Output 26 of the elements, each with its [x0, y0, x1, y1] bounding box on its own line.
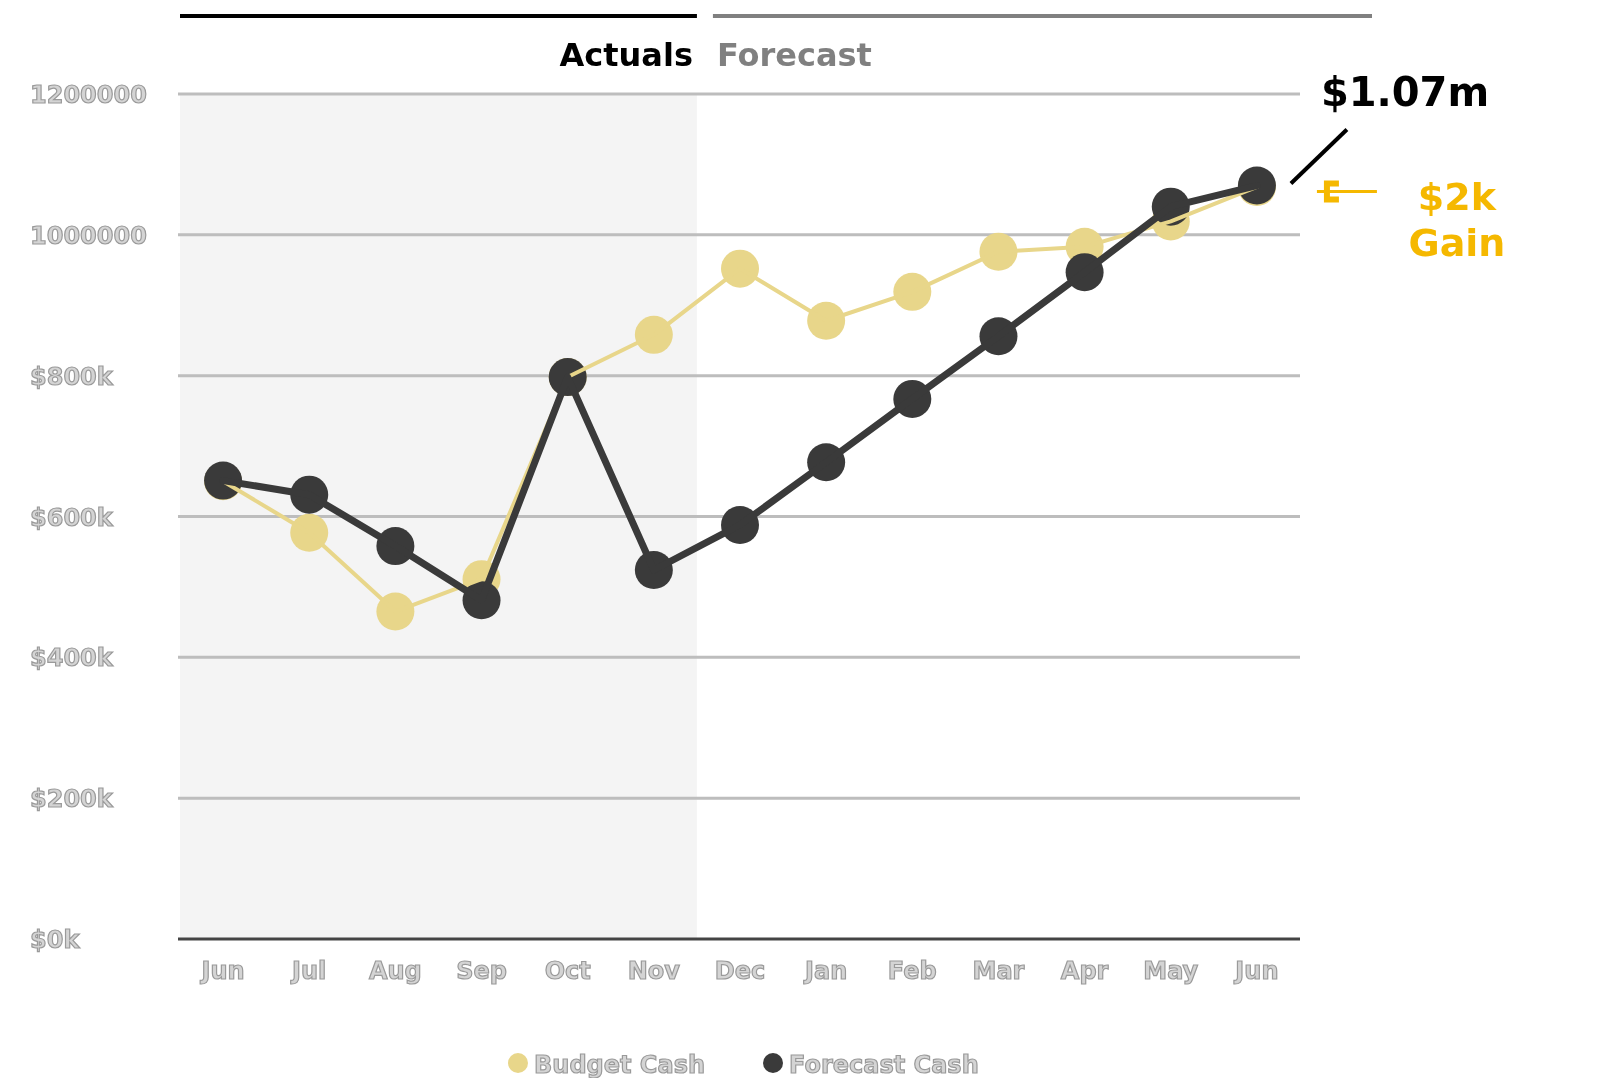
- y-tick-label: $600k: [30, 503, 114, 532]
- x-tick-label: Mar: [972, 957, 1025, 985]
- text: $1.07m: [1320, 68, 1490, 115]
- x-tick-label: Jul: [290, 957, 327, 985]
- y-tick-label: $0k: [30, 926, 81, 954]
- y-tick-label: $200k: [30, 785, 114, 814]
- x-tick-label: Dec: [714, 957, 766, 985]
- x-tick-label: Jun: [199, 957, 245, 985]
- x-tick-label: Oct: [544, 957, 591, 985]
- x-tick-label: Apr: [1060, 957, 1109, 985]
- legend-label: Forecast Cash: [789, 1051, 979, 1079]
- x-tick-label: Jun: [1233, 957, 1279, 985]
- x-tick-label: Aug: [368, 957, 422, 985]
- y-tick-label: $800k: [30, 362, 114, 391]
- x-tick-label: Sep: [456, 957, 507, 985]
- x-tick-label: Feb: [887, 957, 937, 985]
- x-tick-label: May: [1143, 957, 1199, 985]
- y-tick-label: 1200000: [30, 81, 147, 109]
- y-tick-label: $400k: [30, 644, 114, 673]
- x-tick-label: Jan: [803, 957, 848, 985]
- legend-label: Budget Cash: [534, 1051, 706, 1079]
- text: Forecast: [716, 36, 872, 74]
- text: $2k Gain: [1408, 174, 1506, 265]
- band-label: Actuals: [559, 36, 693, 74]
- x-tick-label: Nov: [627, 957, 681, 985]
- y-tick-label: 1000000: [30, 221, 147, 250]
